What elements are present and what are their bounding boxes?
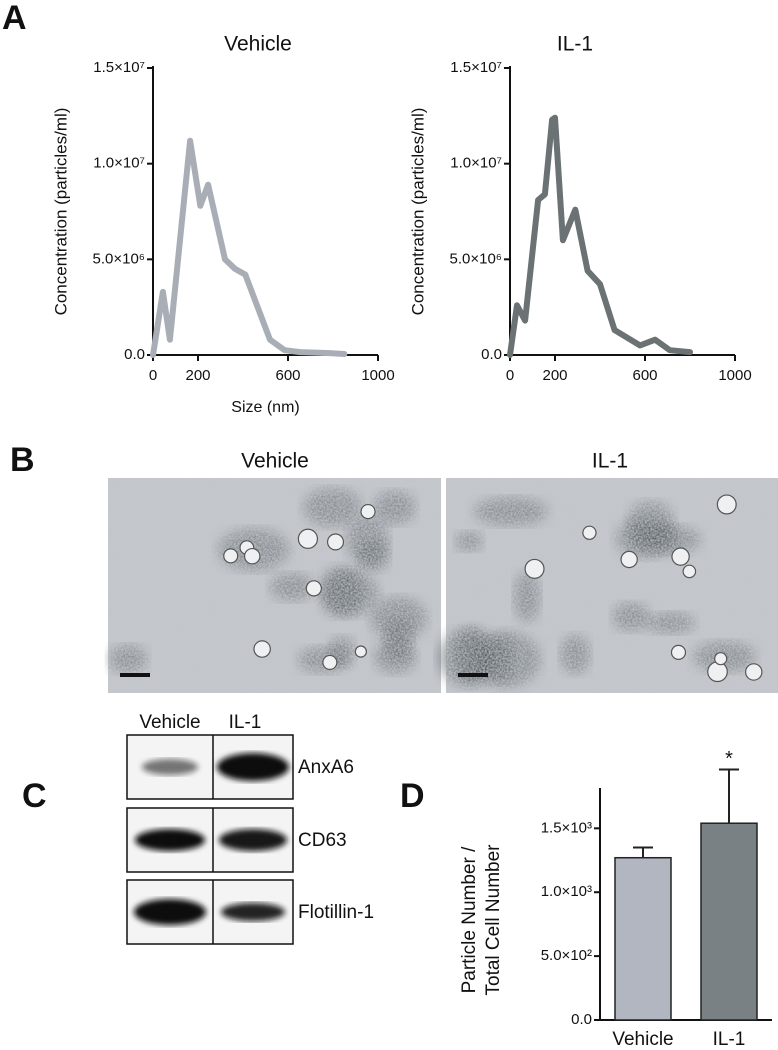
y-tick-label: 0.0 <box>124 346 145 363</box>
protein-label: AnxA6 <box>298 757 354 778</box>
bar <box>700 822 758 1021</box>
vesicle <box>671 547 690 566</box>
line <box>507 114 693 358</box>
y-tick-label: 1.5×10³ <box>541 819 592 836</box>
protein-label: CD63 <box>298 830 347 851</box>
image-title: IL-1 <box>592 450 628 473</box>
x-tick-label: 600 <box>275 367 300 384</box>
band <box>221 903 285 921</box>
band <box>217 753 289 781</box>
band <box>219 829 287 851</box>
significance: * <box>725 748 733 770</box>
x-tick-label: IL-1 <box>713 1029 746 1050</box>
error-bar <box>719 768 739 824</box>
x-tick-label: 0 <box>149 367 157 384</box>
band <box>135 829 205 851</box>
chart-title: Vehicle <box>224 33 292 56</box>
texture <box>108 478 441 693</box>
x-tick-label: 200 <box>542 367 567 384</box>
y-tick-label: 5.0×10⁶ <box>450 250 502 267</box>
vesicle <box>707 661 728 683</box>
panel-label: C <box>22 777 47 815</box>
panel-label: D <box>400 777 425 815</box>
x-tick-label: 0 <box>506 367 514 384</box>
x-tick-label: 600 <box>632 367 657 384</box>
image-title: Vehicle <box>241 450 309 473</box>
vesicle <box>682 564 697 579</box>
lane-label: IL-1 <box>229 712 262 733</box>
y-axis-label: Particle Number / <box>459 846 480 993</box>
y-tick-label: 1.0×10³ <box>541 883 592 900</box>
vesicle <box>322 654 338 671</box>
y-axis-label: Total Cell Number <box>483 844 504 996</box>
vesicle <box>714 652 728 666</box>
panel-label: B <box>10 441 35 479</box>
western-blot: AnxA6 CD63 Flotillin-1 <box>126 734 374 945</box>
bar <box>614 856 672 1021</box>
vesicle <box>582 525 597 540</box>
vesicle <box>524 558 545 579</box>
x-tick-label: Vehicle <box>612 1029 673 1050</box>
x-axis-label: Size (nm) <box>231 399 299 416</box>
y-axis-label: Concentration (particles/ml) <box>51 108 70 316</box>
y-tick-label: 1.5×10⁷ <box>450 59 502 76</box>
y-tick-label: 0.0 <box>571 1011 592 1028</box>
x-tick-label: 1000 <box>718 367 751 384</box>
x-tick-label: 200 <box>185 367 210 384</box>
x-tick-label: 1000 <box>361 367 394 384</box>
y-tick-label: 1.0×10⁷ <box>93 155 145 172</box>
line <box>150 137 348 358</box>
band <box>142 759 198 775</box>
vesicle <box>305 580 322 597</box>
vesicle <box>354 645 368 658</box>
vesicle <box>744 663 763 681</box>
chart-title: IL-1 <box>557 33 593 56</box>
panel-label: A <box>2 0 27 37</box>
vesicle <box>243 547 261 565</box>
y-tick-label: 0.0 <box>481 346 502 363</box>
y-tick-label: 5.0×10⁶ <box>93 250 145 267</box>
y-axis-label: Concentration (particles/ml) <box>408 108 427 316</box>
vesicle <box>620 550 638 569</box>
band <box>134 899 206 925</box>
vesicle <box>716 494 737 515</box>
vesicle <box>253 640 271 658</box>
protein-label: Flotillin-1 <box>298 902 374 923</box>
y-tick-label: 1.5×10⁷ <box>93 59 145 76</box>
vesicle <box>223 548 239 564</box>
y-tick-label: 1.0×10⁷ <box>450 155 502 172</box>
vesicle <box>297 528 319 549</box>
vesicle <box>670 644 687 660</box>
lane-label: Vehicle <box>139 712 200 733</box>
micrographs <box>108 478 778 693</box>
y-tick-label: 5.0×10² <box>541 947 592 964</box>
vesicle <box>326 533 345 551</box>
error-bar <box>633 846 653 858</box>
vesicle <box>360 503 376 520</box>
